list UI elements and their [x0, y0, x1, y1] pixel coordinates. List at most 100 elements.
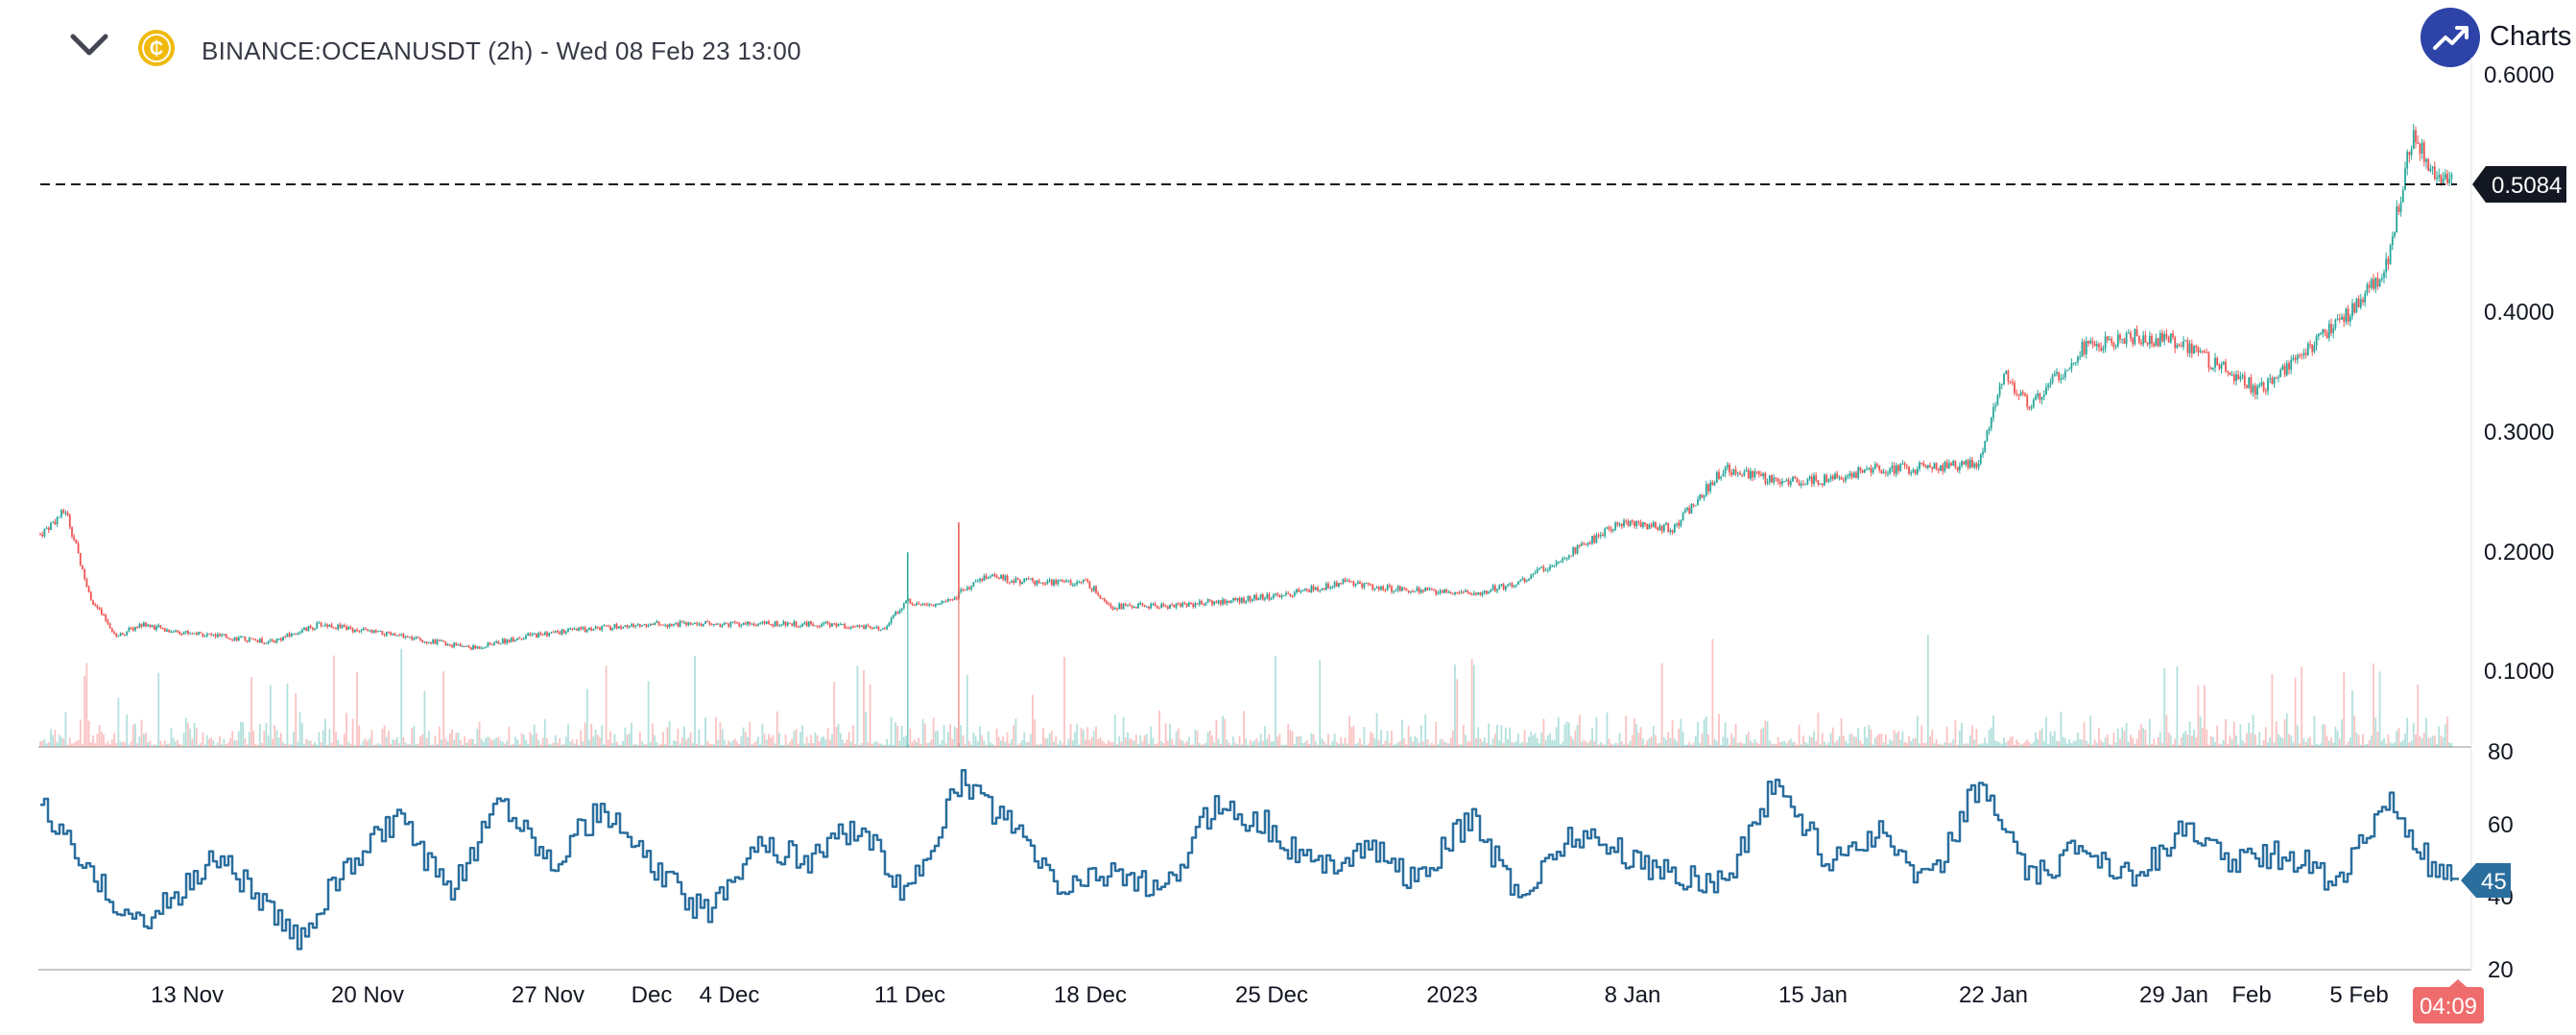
volume-bar — [791, 738, 794, 747]
candle-body — [1403, 587, 1406, 589]
volume-bar — [759, 744, 762, 747]
candle-body — [1465, 590, 1467, 592]
candle-body — [2278, 376, 2279, 378]
volume-bar — [1705, 715, 1707, 747]
candle-body — [1301, 590, 1304, 592]
volume-bar — [182, 733, 185, 747]
candle-body — [1044, 583, 1047, 585]
volume-bar — [136, 743, 139, 747]
volume-bar — [1201, 744, 1203, 747]
candle-body — [1255, 594, 1258, 600]
candle-body — [1472, 592, 1475, 595]
volume-bar — [1629, 740, 1632, 747]
volume-bar — [962, 734, 965, 747]
candle-body — [2330, 324, 2332, 333]
volume-bar — [1293, 743, 1296, 747]
volume-bar — [41, 740, 44, 747]
volume-bar — [1388, 742, 1391, 747]
volume-bar — [2285, 713, 2288, 747]
volume-bar — [624, 727, 627, 747]
volume-bar — [2007, 740, 2010, 747]
candle-body — [1868, 468, 1871, 469]
volume-bar — [1327, 734, 1329, 747]
volume-bar — [2153, 738, 2156, 747]
candle-body — [1549, 566, 1551, 570]
candle-body — [537, 633, 540, 638]
volume-bar — [1419, 725, 1422, 747]
volume-bar — [1726, 737, 1729, 747]
volume-bar — [2264, 727, 2267, 747]
candle-body — [1937, 469, 1940, 471]
volume-bar — [731, 740, 734, 747]
candle-body — [1665, 522, 1667, 524]
volume-bar — [1992, 715, 1994, 747]
candle-body — [2184, 340, 2187, 342]
volume-bar — [2275, 721, 2278, 747]
volume-bar — [2116, 728, 2119, 747]
volume-bars — [39, 600, 2453, 747]
volume-bar — [2281, 737, 2284, 747]
candle-body — [1945, 462, 1948, 469]
candle-body — [1606, 527, 1609, 529]
candle-body — [180, 634, 183, 636]
candle-body — [474, 645, 477, 649]
volume-bar — [1375, 712, 1378, 747]
volume-bar — [250, 677, 252, 747]
candle-body — [275, 638, 278, 643]
candle-body — [1439, 590, 1442, 593]
candle-body — [909, 598, 912, 604]
volume-bar — [892, 744, 894, 747]
candle-body — [2063, 371, 2066, 377]
volume-bar — [573, 743, 576, 747]
candle-body — [1310, 586, 1313, 592]
volume-bar — [1631, 734, 1634, 747]
volume-bar — [2450, 743, 2453, 747]
collapse-button[interactable] — [65, 25, 113, 67]
volume-bar — [406, 744, 409, 747]
volume-bar — [490, 740, 493, 747]
candle-body — [1616, 522, 1619, 525]
volume-bar — [2011, 735, 2014, 747]
volume-bar — [1217, 738, 1220, 747]
volume-bar — [543, 718, 546, 747]
candle-body — [1544, 570, 1547, 572]
candle-body — [2336, 318, 2339, 320]
rsi-axis: 80 60 40 20 — [2488, 739, 2514, 983]
volume-bar — [607, 739, 609, 747]
candle-body — [298, 633, 301, 635]
candle-body — [311, 628, 314, 630]
candle-body — [1027, 578, 1030, 580]
candle-body — [2017, 394, 2020, 396]
volume-bar — [1889, 739, 1892, 747]
candle-body — [2324, 329, 2326, 333]
volume-bar — [1118, 736, 1121, 747]
volume-bar — [83, 675, 86, 747]
candle-body — [2422, 142, 2425, 162]
candle-body — [284, 637, 287, 638]
volume-bar — [124, 741, 126, 747]
candle-body — [1354, 584, 1357, 586]
volume-bar — [1891, 740, 1894, 747]
candle-body — [615, 624, 618, 629]
candle-body — [926, 604, 928, 606]
volume-bar — [1870, 729, 1872, 747]
volume-bar — [1264, 726, 1266, 747]
candle-body — [362, 628, 365, 631]
volume-bar — [166, 743, 168, 747]
candle-body — [404, 637, 407, 638]
volume-bar — [1377, 740, 1380, 747]
volume-bar — [1616, 743, 1619, 747]
candle-body — [1192, 603, 1195, 607]
volume-bar — [2315, 744, 2318, 747]
candle-body — [2119, 334, 2121, 340]
rsi-value-badge: 45 — [2461, 863, 2511, 898]
candle-body — [2394, 231, 2396, 237]
candle-body — [562, 629, 565, 634]
candle-body — [485, 646, 488, 648]
volume-bar — [1882, 742, 1885, 747]
volume-bar — [2262, 740, 2265, 747]
candle-body — [879, 629, 882, 631]
volume-bar — [964, 744, 966, 747]
volume-bar — [1595, 717, 1598, 747]
